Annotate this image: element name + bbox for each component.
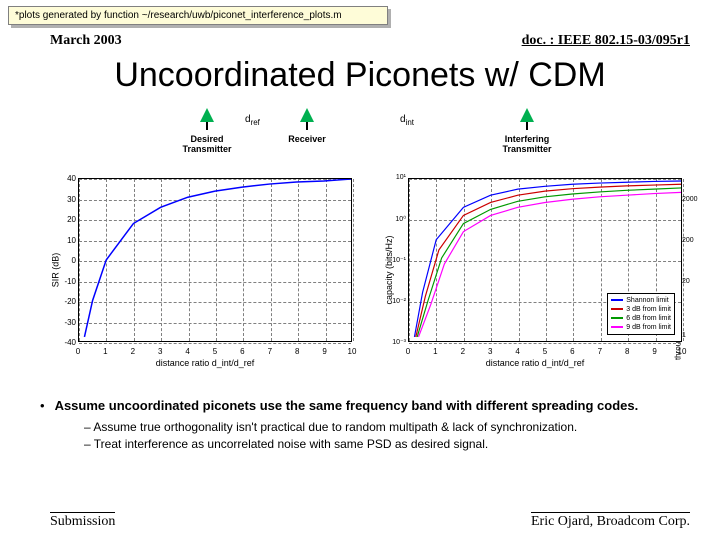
distance-label: dref — [245, 114, 260, 127]
antenna-label: Receiver — [277, 134, 337, 144]
chart1-ylabel: SIR (dB) — [50, 253, 60, 288]
antenna-icon — [520, 108, 534, 130]
note-box: *plots generated by function ~/research/… — [8, 6, 388, 25]
bullet-main: • Assume uncoordinated piconets use the … — [40, 398, 690, 413]
chart2-xlabel: distance ratio d_int/d_ref — [486, 358, 585, 368]
distance-label: dint — [400, 114, 414, 127]
antenna-diagram: DesiredTransmitter Receiver InterferingTra… — [140, 108, 600, 158]
chart2-ylabel: capacity (bits/Hz) — [384, 235, 394, 304]
chart1-plot — [78, 178, 352, 342]
header-doc: doc. : IEEE 802.15-03/095r1 — [522, 33, 690, 49]
chart2-plot: Shannon limit3 dB from limit6 dB from li… — [408, 178, 682, 342]
antenna-icon — [300, 108, 314, 130]
header: March 2003 doc. : IEEE 802.15-03/095r1 — [50, 33, 690, 49]
bullet-subs: – Assume true orthogonality isn't practi… — [84, 419, 690, 453]
antenna-icon — [200, 108, 214, 130]
antenna-label: InterferingTransmitter — [497, 134, 557, 154]
footer: Submission Eric Ojard, Broadcom Corp. — [50, 512, 690, 530]
chart1-xlabel: distance ratio d_int/d_ref — [156, 358, 255, 368]
header-date: March 2003 — [50, 33, 122, 49]
page-title: Uncoordinated Piconets w/ CDM — [0, 56, 720, 95]
charts-row: SIR (dB) distance ratio d_int/d_ref -40-… — [50, 170, 690, 370]
sir-chart: SIR (dB) distance ratio d_int/d_ref -40-… — [50, 170, 360, 370]
footer-left: Submission — [50, 512, 115, 530]
antenna-label: DesiredTransmitter — [177, 134, 237, 154]
footer-right: Eric Ojard, Broadcom Corp. — [531, 512, 690, 530]
bullets: • Assume uncoordinated piconets use the … — [40, 398, 690, 453]
capacity-chart: capacity (bits/Hz) throughput (Mbps), as… — [380, 170, 690, 370]
